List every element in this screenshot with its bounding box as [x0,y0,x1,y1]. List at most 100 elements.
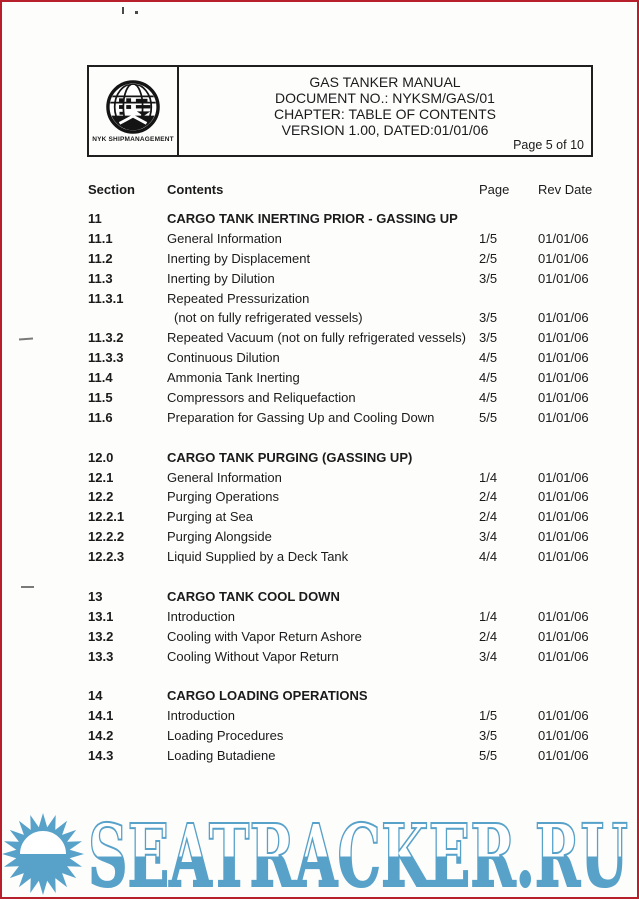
scan-artifact [21,586,34,588]
row-number: 14.2 [88,728,114,744]
row-page: 5/5 [479,409,498,425]
row-rev-date: 01/01/06 [538,509,589,525]
row-number: 13.1 [88,608,114,624]
row-page: 4/5 [479,390,498,406]
toc-row: 13.1 Introduction 1/4 01/01/06 [88,609,593,629]
section-gap [88,430,593,450]
toc-row-continuation: (not on fully refrigerated vessels) 3/5 … [88,310,593,330]
column-header-rev-date: Rev Date [538,182,593,197]
title-cell: GAS TANKER MANUAL DOCUMENT NO.: NYKSM/GA… [179,67,591,155]
row-number: 11.1 [88,230,113,246]
row-number: 11.2 [88,250,113,266]
toc-row: 14.1 Introduction 1/5 01/01/06 [88,708,593,728]
row-contents: Loading Butadiene [167,748,276,764]
row-contents: Loading Procedures [167,728,284,744]
row-contents: Purging at Sea [167,509,254,525]
row-contents: General Information [167,469,282,485]
document-header-box: NYK SHIPMANAGEMENT GAS TANKER MANUAL DOC… [87,65,593,157]
row-rev-date: 01/01/06 [538,728,589,744]
row-rev-date: 01/01/06 [538,350,589,366]
section-title: CARGO TANK COOL DOWN [167,588,340,604]
toc-row: 14.2 Loading Procedures 3/5 01/01/06 [88,728,593,748]
row-rev-date: 01/01/06 [538,549,589,565]
row-page: 2/4 [479,509,498,525]
toc-row: 11.5 Compressors and Reliquefaction 4/5 … [88,390,593,410]
row-number: 12.2.2 [88,529,125,545]
row-number: 11.3.2 [88,330,124,346]
toc-row: 11.3 Inerting by Dilution 3/5 01/01/06 [88,271,593,291]
toc-section-heading: 12.0 CARGO TANK PURGING (GASSING UP) [88,450,593,470]
row-page: 2/4 [479,628,498,644]
row-number: 12.2.1 [88,509,125,525]
toc-row: 12.2.1 Purging at Sea 2/4 01/01/06 [88,509,593,529]
toc-row: 12.1 General Information 1/4 01/01/06 [88,470,593,490]
toc-row: 11.4 Ammonia Tank Inerting 4/5 01/01/06 [88,370,593,390]
page-indicator: Page 5 of 10 [513,138,584,152]
toc-row: 13.3 Cooling Without Vapor Return 3/4 01… [88,649,593,669]
row-page: 3/5 [479,270,498,286]
toc-row: 12.2 Purging Operations 2/4 01/01/06 [88,489,593,509]
row-number: 11.3.1 [88,290,124,306]
row-contents: Inerting by Displacement [167,250,311,266]
version-line: VERSION 1.00, DATED:01/01/06 [281,122,489,138]
row-contents: Ammonia Tank Inerting [167,370,300,386]
row-rev-date: 01/01/06 [538,330,589,346]
row-page: 1/4 [479,469,498,485]
row-contents: Introduction [167,608,235,624]
row-contents-continued: (not on fully refrigerated vessels) [174,310,363,326]
row-contents: Liquid Supplied by a Deck Tank [167,549,349,565]
row-page: 2/4 [479,489,498,505]
toc-row: 13.2 Cooling with Vapor Return Ashore 2/… [88,629,593,649]
scan-artifact [135,11,138,14]
globe-icon [106,79,160,134]
section-number: 14 [88,688,103,704]
toc-row: 11.6 Preparation for Gassing Up and Cool… [88,410,593,430]
toc-section-heading: 14 CARGO LOADING OPERATIONS [88,688,593,708]
manual-title: GAS TANKER MANUAL [309,74,461,90]
row-number: 14.1 [88,708,114,724]
row-rev-date: 01/01/06 [538,390,589,406]
document-number: DOCUMENT NO.: NYKSM/GAS/01 [275,90,495,106]
toc-row: 11.3.3 Continuous Dilution 4/5 01/01/06 [88,350,593,370]
section-number: 12.0 [88,449,114,465]
row-rev-date: 01/01/06 [538,310,589,326]
row-rev-date: 01/01/06 [538,489,589,505]
row-page: 4/4 [479,549,498,565]
seatracker-watermark: SEATRACKER.RU [2,805,629,899]
row-rev-date: 01/01/06 [538,608,589,624]
column-header-page: Page [479,182,510,197]
row-contents: Introduction [167,708,235,724]
toc-row: 11.2 Inerting by Displacement 2/5 01/01/… [88,251,593,271]
watermark-text: SEATRACKER.RU [88,806,628,899]
row-page: 1/5 [479,230,498,246]
row-page: 3/4 [479,529,498,545]
row-number: 14.3 [88,748,114,764]
chapter-title: CHAPTER: TABLE OF CONTENTS [274,106,496,122]
toc-row: 12.2.2 Purging Alongside 3/4 01/01/06 [88,529,593,549]
row-contents: Repeated Vacuum (not on fully refrigerat… [167,330,466,346]
row-page: 3/4 [479,648,498,664]
row-number: 13.2 [88,628,114,644]
section-title: CARGO TANK PURGING (GASSING UP) [167,449,413,465]
row-contents: Cooling with Vapor Return Ashore [167,628,362,644]
row-rev-date: 01/01/06 [538,370,589,386]
row-contents: Inerting by Dilution [167,270,275,286]
row-number: 13.3 [88,648,114,664]
row-rev-date: 01/01/06 [538,708,589,724]
toc-row: 11.3.1 Repeated Pressurization [88,291,593,311]
row-page: 4/5 [479,370,498,386]
row-page: 4/5 [479,350,498,366]
column-header-contents: Contents [167,182,224,197]
section-gap [88,569,593,589]
row-rev-date: 01/01/06 [538,469,589,485]
row-number: 12.1 [88,469,114,485]
section-number: 13 [88,588,103,604]
row-number: 12.2 [88,489,114,505]
row-rev-date: 01/01/06 [538,529,589,545]
row-rev-date: 01/01/06 [538,230,589,246]
scan-artifact [18,337,34,341]
row-rev-date: 01/01/06 [538,748,589,764]
row-rev-date: 01/01/06 [538,270,589,286]
section-gap [88,668,593,688]
row-number: 11.4 [88,370,113,386]
